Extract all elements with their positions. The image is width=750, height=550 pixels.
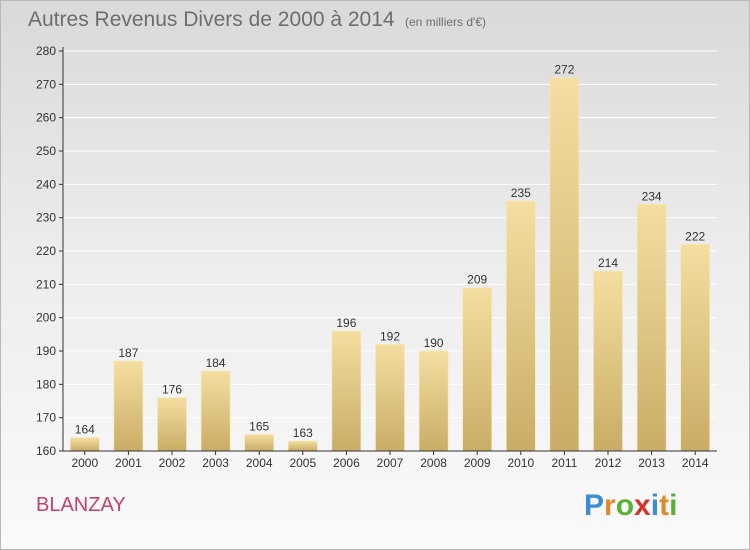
- logo-letter: P: [584, 489, 605, 522]
- x-tick-label: 2010: [507, 456, 534, 470]
- x-tick-label: 2001: [115, 456, 142, 470]
- data-label: 163: [293, 426, 313, 440]
- chart-title-block: Autres Revenus Divers de 2000 à 2014 (en…: [28, 8, 486, 32]
- bar: [287, 440, 318, 452]
- y-tick-label: 260: [36, 111, 56, 125]
- axes: [59, 47, 717, 455]
- chart-title: Autres Revenus Divers de 2000 à 2014: [28, 8, 395, 31]
- data-label: 192: [380, 329, 400, 343]
- data-label: 222: [685, 229, 705, 243]
- proxiti-logo: Proxiti: [584, 489, 677, 523]
- x-tick-label: 2000: [71, 456, 98, 470]
- x-tick-label: 2004: [246, 456, 273, 470]
- data-label: 164: [75, 423, 95, 437]
- x-tick-label: 2002: [159, 456, 186, 470]
- data-label: 209: [467, 273, 487, 287]
- y-tick-label: 240: [36, 177, 56, 191]
- y-tick-label: 220: [36, 244, 56, 258]
- y-tick-label: 210: [36, 277, 56, 291]
- y-tick-label: 250: [36, 144, 56, 158]
- x-tick-label: 2009: [464, 456, 491, 470]
- x-tick-label: 2007: [377, 456, 404, 470]
- bar: [418, 350, 449, 452]
- x-tick-label: 2013: [638, 456, 665, 470]
- logo-letter: r: [604, 489, 616, 522]
- x-tick-label: 2012: [595, 456, 622, 470]
- bar: [331, 330, 362, 452]
- bar: [462, 287, 493, 452]
- x-tick-label: 2003: [202, 456, 229, 470]
- logo-letter: i: [669, 489, 678, 522]
- logo-letter: x: [634, 489, 651, 522]
- y-tick-label: 160: [36, 444, 56, 458]
- commune-name: BLANZAY: [36, 494, 126, 516]
- chart-unit: (en milliers d'€): [405, 15, 486, 29]
- y-tick-label: 190: [36, 344, 56, 358]
- bar: [549, 77, 580, 452]
- data-label: 165: [249, 419, 269, 433]
- data-label: 190: [424, 336, 444, 350]
- y-tick-label: 270: [36, 77, 56, 91]
- data-label: 196: [336, 316, 356, 330]
- data-label: 214: [598, 256, 618, 270]
- x-tick-label: 2014: [682, 456, 709, 470]
- bar: [157, 397, 187, 452]
- bar: [70, 437, 100, 452]
- data-label: 184: [206, 356, 226, 370]
- bar: [113, 360, 144, 452]
- logo-letter: i: [650, 489, 660, 522]
- x-tick-label: 2005: [289, 456, 316, 470]
- x-tick-label: 2008: [420, 456, 447, 470]
- x-tick-label: 2006: [333, 456, 360, 470]
- y-tick-label: 200: [36, 311, 56, 325]
- data-label: 272: [554, 63, 574, 77]
- logo-letter: t: [659, 489, 670, 522]
- bar: [200, 370, 231, 452]
- y-tick-label: 180: [36, 377, 56, 391]
- y-tick-label: 170: [36, 411, 56, 425]
- bar: [244, 434, 274, 452]
- y-tick-label: 230: [36, 211, 56, 225]
- bar: [593, 270, 623, 452]
- bars: [70, 77, 711, 452]
- y-tick-label: 280: [36, 44, 56, 58]
- bar: [636, 204, 667, 452]
- labels: 160 170 180 190 200 210 220 230 240 250 260 270 280 1…: [36, 44, 709, 470]
- bar: [680, 244, 711, 452]
- bar: [505, 200, 536, 452]
- bar: [375, 344, 405, 452]
- data-label: 235: [511, 186, 531, 200]
- x-tick-label: 2011: [551, 456, 577, 470]
- data-label: 234: [642, 189, 662, 203]
- logo-letter: o: [615, 489, 635, 522]
- data-label: 187: [118, 346, 138, 360]
- data-label: 176: [162, 383, 182, 397]
